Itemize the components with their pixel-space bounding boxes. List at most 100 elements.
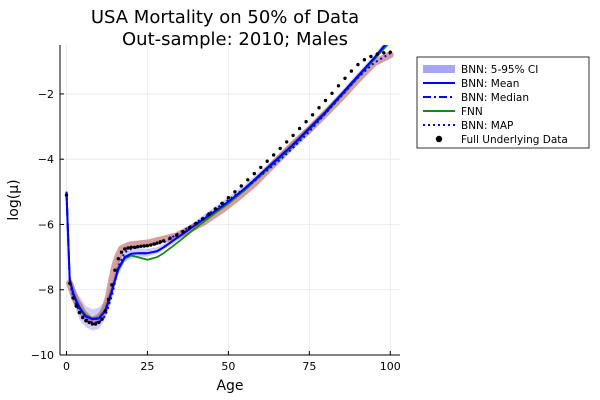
x-axis-label: Age [216, 378, 243, 394]
data-point [155, 241, 159, 245]
data-points [64, 50, 392, 326]
data-point [323, 98, 328, 103]
x-tick-label: 75 [302, 360, 316, 373]
data-point [64, 193, 69, 197]
data-point [194, 221, 198, 226]
legend-item: BNN: MAP [423, 120, 513, 132]
data-point [336, 84, 341, 88]
data-point [278, 146, 282, 151]
data-point [110, 283, 114, 287]
legend-label: BNN: MAP [461, 120, 513, 132]
data-point [71, 296, 75, 300]
y-tick-label: −8 [38, 284, 54, 297]
data-point [161, 239, 166, 243]
series-line-bnn-median [65, 45, 387, 321]
data-point [213, 207, 218, 211]
legend-label: BNN: Mean [461, 78, 519, 90]
data-point [220, 201, 224, 205]
data-point [330, 91, 334, 96]
legend-item: Full Underlying Data [435, 134, 568, 146]
data-point [291, 133, 295, 138]
data-point [74, 304, 78, 308]
data-point [139, 244, 143, 248]
x-tick-label: 100 [380, 360, 401, 373]
data-point [388, 50, 392, 54]
data-point [152, 242, 156, 246]
data-point [132, 245, 137, 249]
data-point [239, 184, 243, 188]
data-point [285, 140, 289, 144]
data-point [168, 236, 172, 240]
data-point [187, 226, 192, 230]
data-point [158, 240, 163, 244]
y-tick-label: −4 [38, 153, 54, 166]
chart-title: USA Mortality on 50% of Data [91, 7, 359, 28]
data-point [81, 315, 85, 320]
legend: BNN: 5-95% CI BNN: Mean BNN: Median FNN BNN:… [416, 56, 590, 149]
data-point [207, 212, 211, 216]
legend-swatch-band [423, 65, 455, 73]
data-point [265, 159, 269, 163]
legend-label: Full Underlying Data [461, 134, 568, 146]
data-point [68, 281, 72, 285]
data-point [297, 126, 302, 131]
y-axis-label: log(μ) [6, 179, 22, 220]
data-point [87, 320, 91, 325]
data-point [369, 54, 373, 59]
data-point [119, 250, 124, 254]
data-point [259, 165, 263, 170]
data-point [304, 120, 308, 124]
data-point [233, 190, 237, 194]
legend-swatch-marker [435, 135, 443, 143]
data-point [174, 233, 179, 237]
data-point [106, 297, 111, 302]
legend-label: FNN [461, 106, 483, 118]
tick-labels: 0 25 50 75 100 −10 −8 −6 −4 −2 [31, 88, 401, 373]
x-tick-label: 0 [63, 360, 70, 373]
legend-item: BNN: 5-95% CI [423, 64, 538, 76]
data-point [356, 62, 360, 67]
data-point [129, 245, 133, 249]
data-point [362, 58, 367, 62]
data-point [97, 320, 101, 325]
data-point [116, 257, 121, 261]
data-point [123, 247, 127, 251]
y-tick-label: −2 [38, 88, 54, 101]
x-tick-label: 50 [221, 360, 235, 373]
data-point [252, 171, 256, 176]
data-point [349, 69, 354, 73]
legend-label: BNN: 5-95% CI [461, 64, 538, 76]
data-point [375, 52, 379, 56]
data-point [77, 310, 82, 315]
legend-item: BNN: Median [423, 92, 529, 104]
data-point [200, 217, 205, 221]
y-tick-label: −10 [31, 349, 54, 362]
data-point [103, 309, 108, 313]
data-point [272, 153, 276, 157]
data-point [226, 196, 231, 200]
x-tick-label: 25 [140, 360, 154, 373]
data-point [382, 51, 386, 55]
data-point [145, 244, 150, 248]
data-point [84, 319, 88, 323]
y-tick-label: −6 [38, 218, 54, 231]
data-point [90, 322, 95, 326]
data-point [317, 106, 321, 110]
axes [59, 45, 400, 356]
chart-subtitle: Out-sample: 2010; Males [122, 29, 348, 50]
data-point [246, 178, 250, 182]
data-point [310, 113, 315, 117]
data-point [113, 268, 117, 272]
data-point [136, 245, 140, 249]
data-point [126, 246, 130, 250]
data-point [142, 244, 146, 248]
data-point [343, 76, 347, 81]
legend-item: FNN [423, 106, 483, 118]
data-point [93, 322, 98, 326]
data-point [181, 230, 185, 234]
legend-label: BNN: Median [461, 92, 529, 104]
data-point [149, 243, 153, 247]
data-point [100, 317, 104, 321]
legend-item: BNN: Mean [423, 78, 519, 90]
